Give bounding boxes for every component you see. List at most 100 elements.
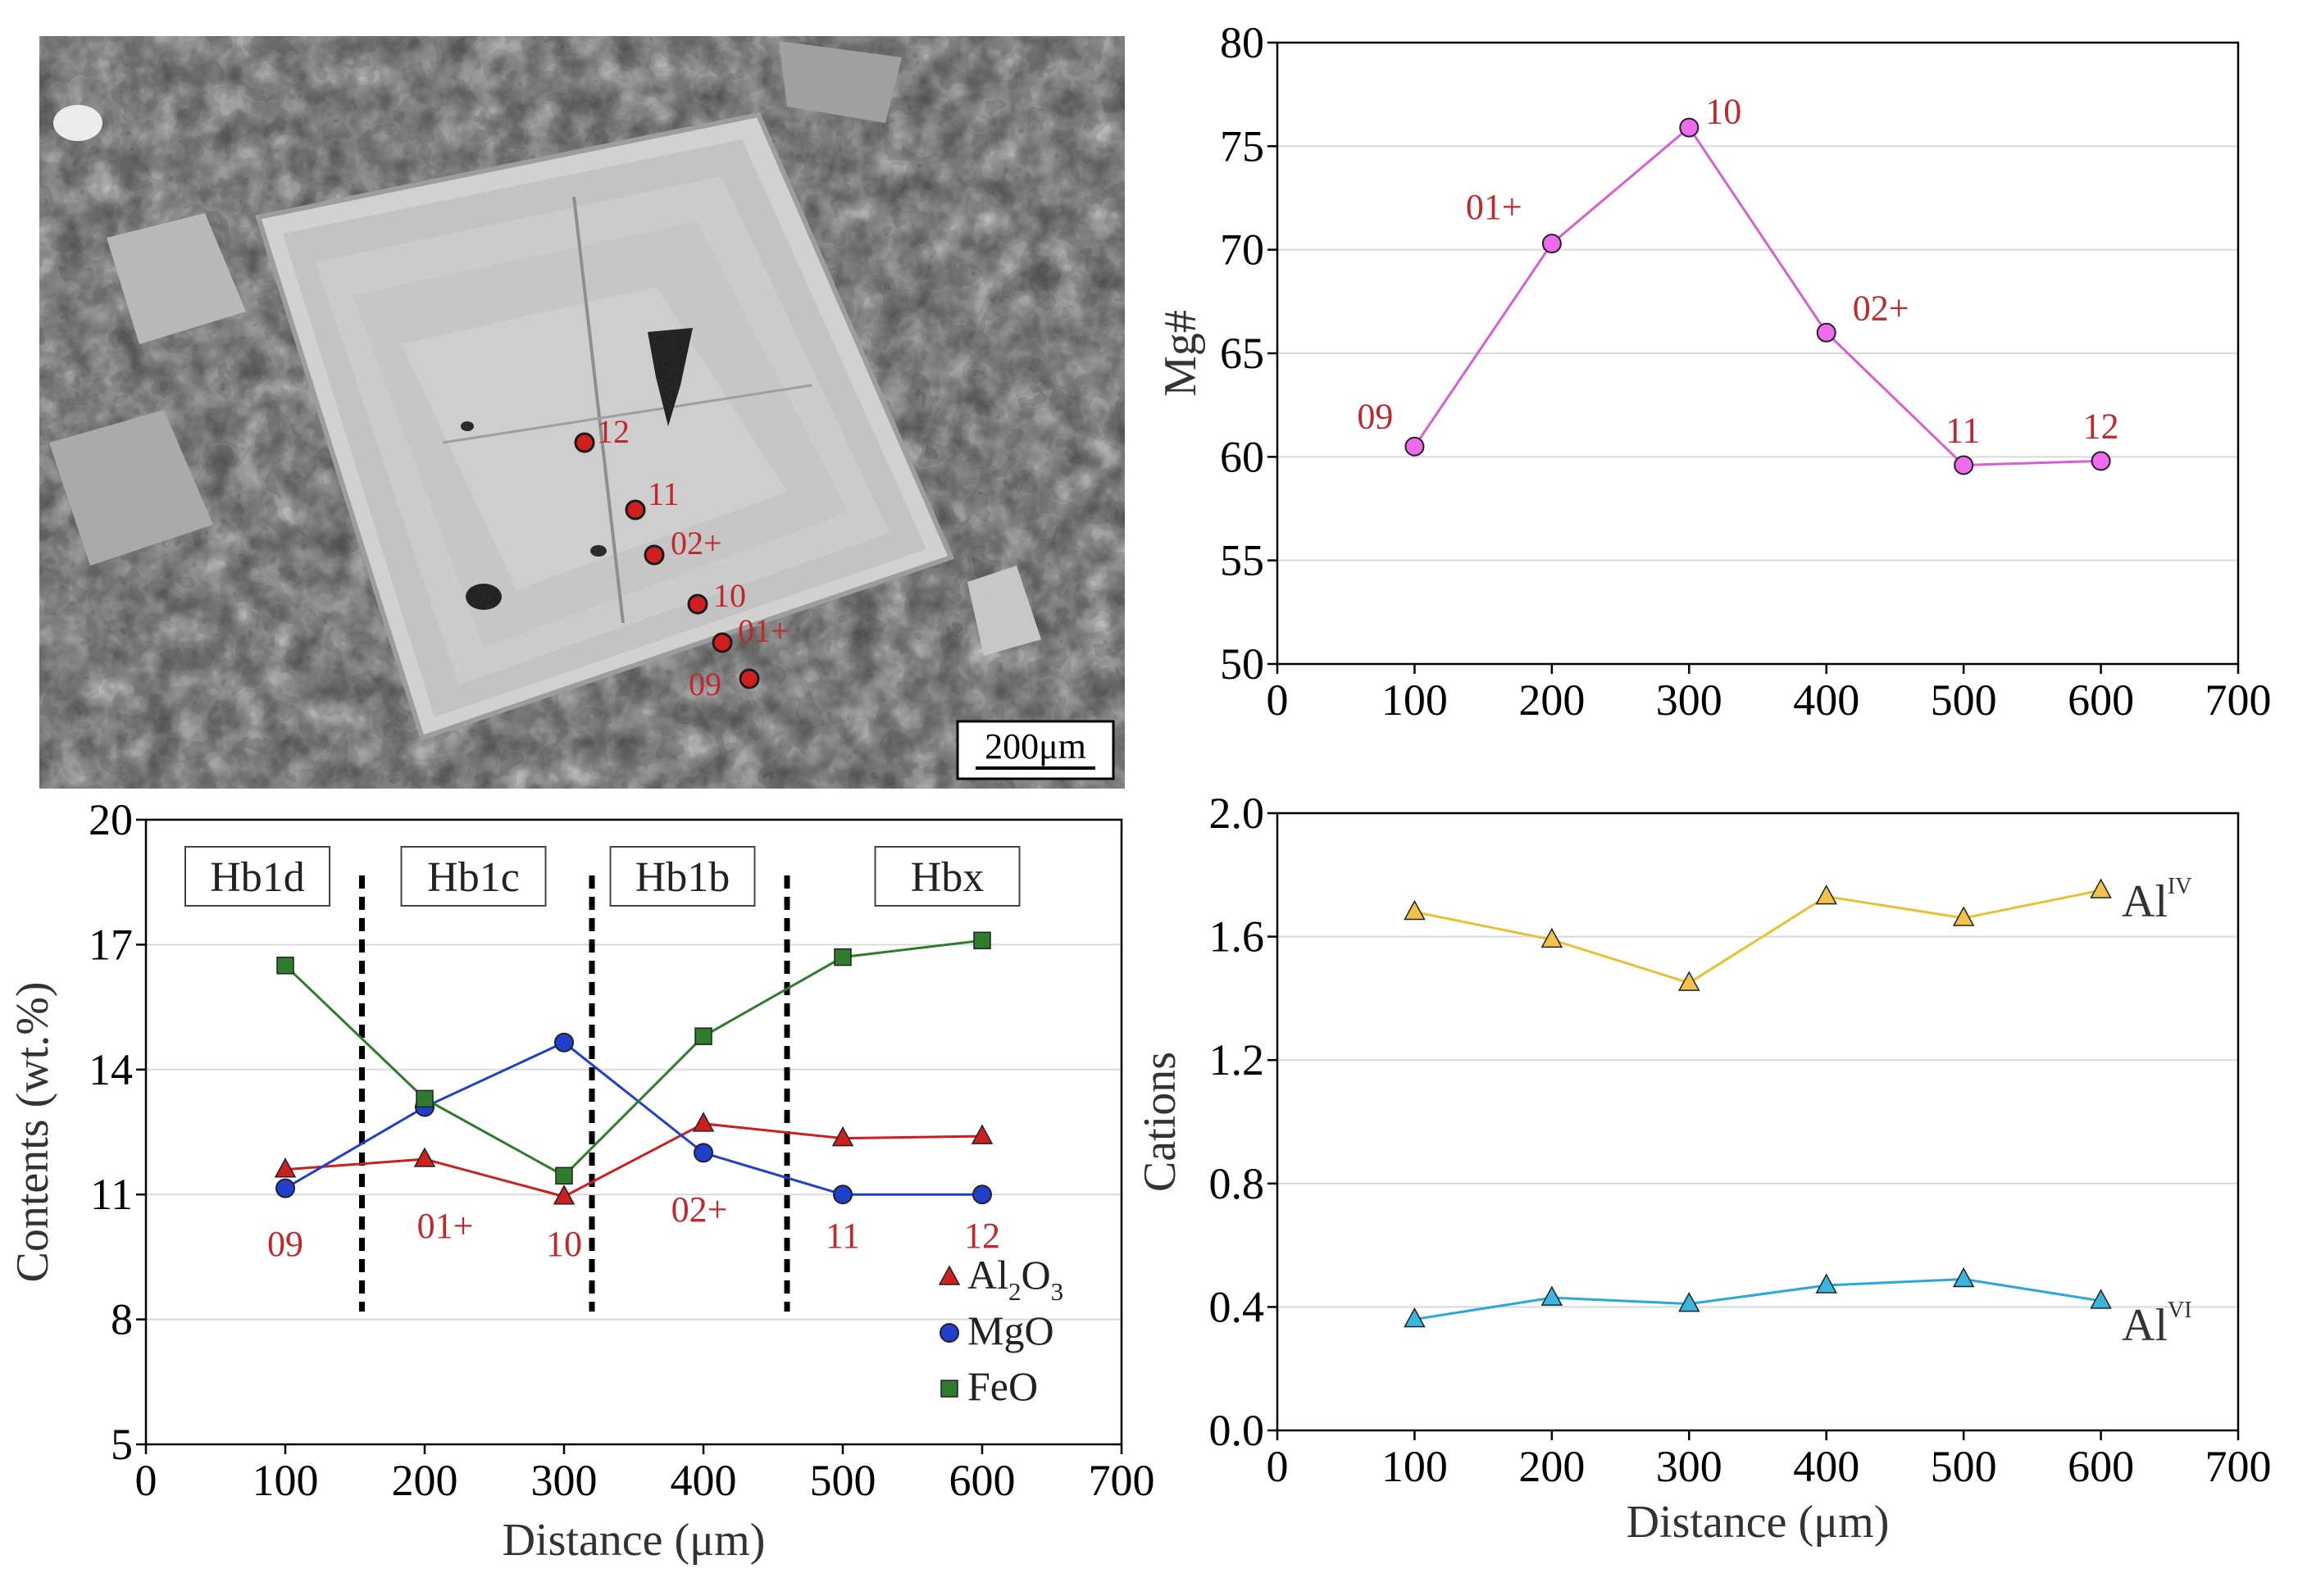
contents-series-1-point bbox=[694, 1143, 713, 1163]
contents-series-1-point bbox=[554, 1032, 574, 1053]
contents-series-2-point bbox=[973, 931, 991, 950]
mg-series-point bbox=[1816, 322, 1836, 343]
analysis-spot bbox=[644, 544, 665, 566]
x-tick-label: 700 bbox=[1089, 1456, 1155, 1505]
analysis-spot-label: 01+ bbox=[738, 612, 790, 649]
y-tick-label: 50 bbox=[1220, 639, 1264, 689]
legend-label: Al2O3 bbox=[967, 1252, 1063, 1306]
legend-label-part: FeO bbox=[967, 1363, 1038, 1409]
series-label-part: Al bbox=[2122, 1300, 2168, 1351]
micrograph-fine-noise bbox=[39, 36, 1125, 789]
y-axis-label: Contents (wt.%) bbox=[7, 981, 58, 1282]
x-tick-label: 400 bbox=[1793, 675, 1859, 725]
mg-point-label: 09 bbox=[1357, 397, 1393, 437]
series-label: AlVI bbox=[2122, 1298, 2192, 1351]
y-tick-label: 11 bbox=[90, 1170, 133, 1219]
zone-label-box bbox=[184, 846, 330, 907]
plot-frame bbox=[1276, 812, 2240, 1432]
plot-frame bbox=[144, 818, 1123, 1446]
contents-series-0-line bbox=[284, 1122, 983, 1198]
series-label-part: Al bbox=[2122, 876, 2168, 927]
series-label: AlIV bbox=[2122, 874, 2192, 927]
legend-marker bbox=[940, 1380, 958, 1398]
aliv-series-point bbox=[1404, 899, 1426, 921]
contents-series-0-point bbox=[692, 1112, 715, 1132]
alvi-series-point bbox=[2090, 1289, 2112, 1309]
contents-series-1-point bbox=[275, 1178, 295, 1198]
zone-label: Hbx bbox=[911, 854, 985, 901]
analysis-spot bbox=[739, 668, 760, 689]
y-tick-label: 20 bbox=[89, 795, 133, 844]
alvi-series-line bbox=[1414, 1278, 2101, 1321]
contents-series-0-point bbox=[971, 1124, 994, 1144]
aliv-series-point bbox=[1678, 971, 1700, 991]
contents-series-1-point bbox=[972, 1184, 992, 1205]
series-label-part: VI bbox=[2168, 1298, 2192, 1323]
mg-point-label: 01+ bbox=[1466, 187, 1522, 227]
analysis-spot-label: 09 bbox=[689, 666, 721, 703]
y-tick-label: 5 bbox=[111, 1420, 133, 1469]
aliv-series-point bbox=[2090, 878, 2112, 898]
zone-label: Hb1b bbox=[635, 854, 730, 901]
legend-label-part: 3 bbox=[1051, 1277, 1064, 1306]
y-tick-label: 1.2 bbox=[1209, 1035, 1265, 1084]
y-tick-label: 60 bbox=[1220, 432, 1264, 481]
x-axis-label: Distance (μm) bbox=[503, 1515, 766, 1566]
analysis-spot-label: 02+ bbox=[671, 525, 722, 562]
analysis-spot bbox=[687, 593, 708, 615]
x-tick-label: 700 bbox=[2205, 675, 2272, 725]
mg-point-label: 11 bbox=[1945, 410, 1980, 450]
y-tick-label: 1.6 bbox=[1209, 912, 1265, 962]
x-axis-label: Distance (μm) bbox=[1627, 1497, 1890, 1548]
mg-point-label: 12 bbox=[2083, 406, 2119, 446]
legend-label-part: O bbox=[1022, 1252, 1051, 1298]
contents-series-2-point bbox=[416, 1089, 434, 1108]
analysis-spot bbox=[625, 499, 646, 521]
aliv-series-point bbox=[1815, 884, 1837, 905]
y-tick-label: 14 bbox=[89, 1045, 133, 1094]
mg-series-point bbox=[1541, 234, 1562, 254]
contents-series-1-line bbox=[284, 1041, 982, 1196]
x-tick-label: 700 bbox=[2205, 1442, 2272, 1491]
contents-point-label: 10 bbox=[546, 1224, 582, 1264]
y-tick-label: 55 bbox=[1220, 536, 1264, 585]
y-tick-label: 80 bbox=[1220, 18, 1264, 67]
zone-label-box bbox=[400, 846, 547, 907]
mg-series-line bbox=[1413, 125, 2101, 466]
legend-label-part: Al bbox=[967, 1252, 1008, 1298]
aliv-series-point bbox=[1540, 927, 1563, 948]
x-tick-label: 600 bbox=[2068, 675, 2134, 725]
mg-number-chart: 50 55 60 65 70 75 80 0 100 200 300 400 500 600 700 Mg# 0… bbox=[1155, 18, 2272, 725]
analysis-spot-label: 11 bbox=[648, 475, 680, 512]
y-tick-label: 8 bbox=[111, 1295, 133, 1344]
series-label-part: IV bbox=[2168, 874, 2192, 899]
aliv-series-point bbox=[1952, 906, 1975, 926]
x-tick-label: 200 bbox=[1518, 675, 1585, 725]
x-tick-label: 500 bbox=[810, 1456, 876, 1505]
y-axis-label: Cations bbox=[1135, 1052, 1185, 1192]
x-tick-label: 600 bbox=[949, 1456, 1016, 1505]
x-tick-label: 400 bbox=[1793, 1442, 1859, 1491]
contents-series-2-point bbox=[834, 948, 852, 966]
zone-label-box bbox=[609, 846, 756, 907]
x-tick-label: 200 bbox=[392, 1456, 458, 1505]
alvi-series-point bbox=[1540, 1285, 1563, 1306]
x-tick-label: 300 bbox=[1656, 675, 1722, 725]
x-tick-label: 400 bbox=[671, 1456, 737, 1505]
x-tick-label: 0 bbox=[1267, 1442, 1289, 1491]
cations-chart: 0.0 0.4 0.8 1.2 1.6 2.0 0 100 200 300 400 500 600 700… bbox=[1135, 789, 2272, 1548]
contents-point-label: 02+ bbox=[671, 1189, 728, 1230]
alvi-series-point bbox=[1678, 1292, 1700, 1312]
contents-series-0-point bbox=[274, 1157, 297, 1178]
alvi-series-point bbox=[1815, 1273, 1837, 1294]
legend-marker bbox=[938, 1265, 961, 1285]
contents-point-label: 01+ bbox=[417, 1206, 474, 1246]
contents-series-0-point bbox=[413, 1147, 436, 1167]
legend-marker bbox=[940, 1323, 959, 1343]
x-tick-label: 0 bbox=[1267, 675, 1289, 725]
y-tick-label: 75 bbox=[1220, 121, 1264, 171]
legend-label-part: MgO bbox=[967, 1307, 1054, 1353]
legend-label: MgO bbox=[967, 1307, 1054, 1353]
